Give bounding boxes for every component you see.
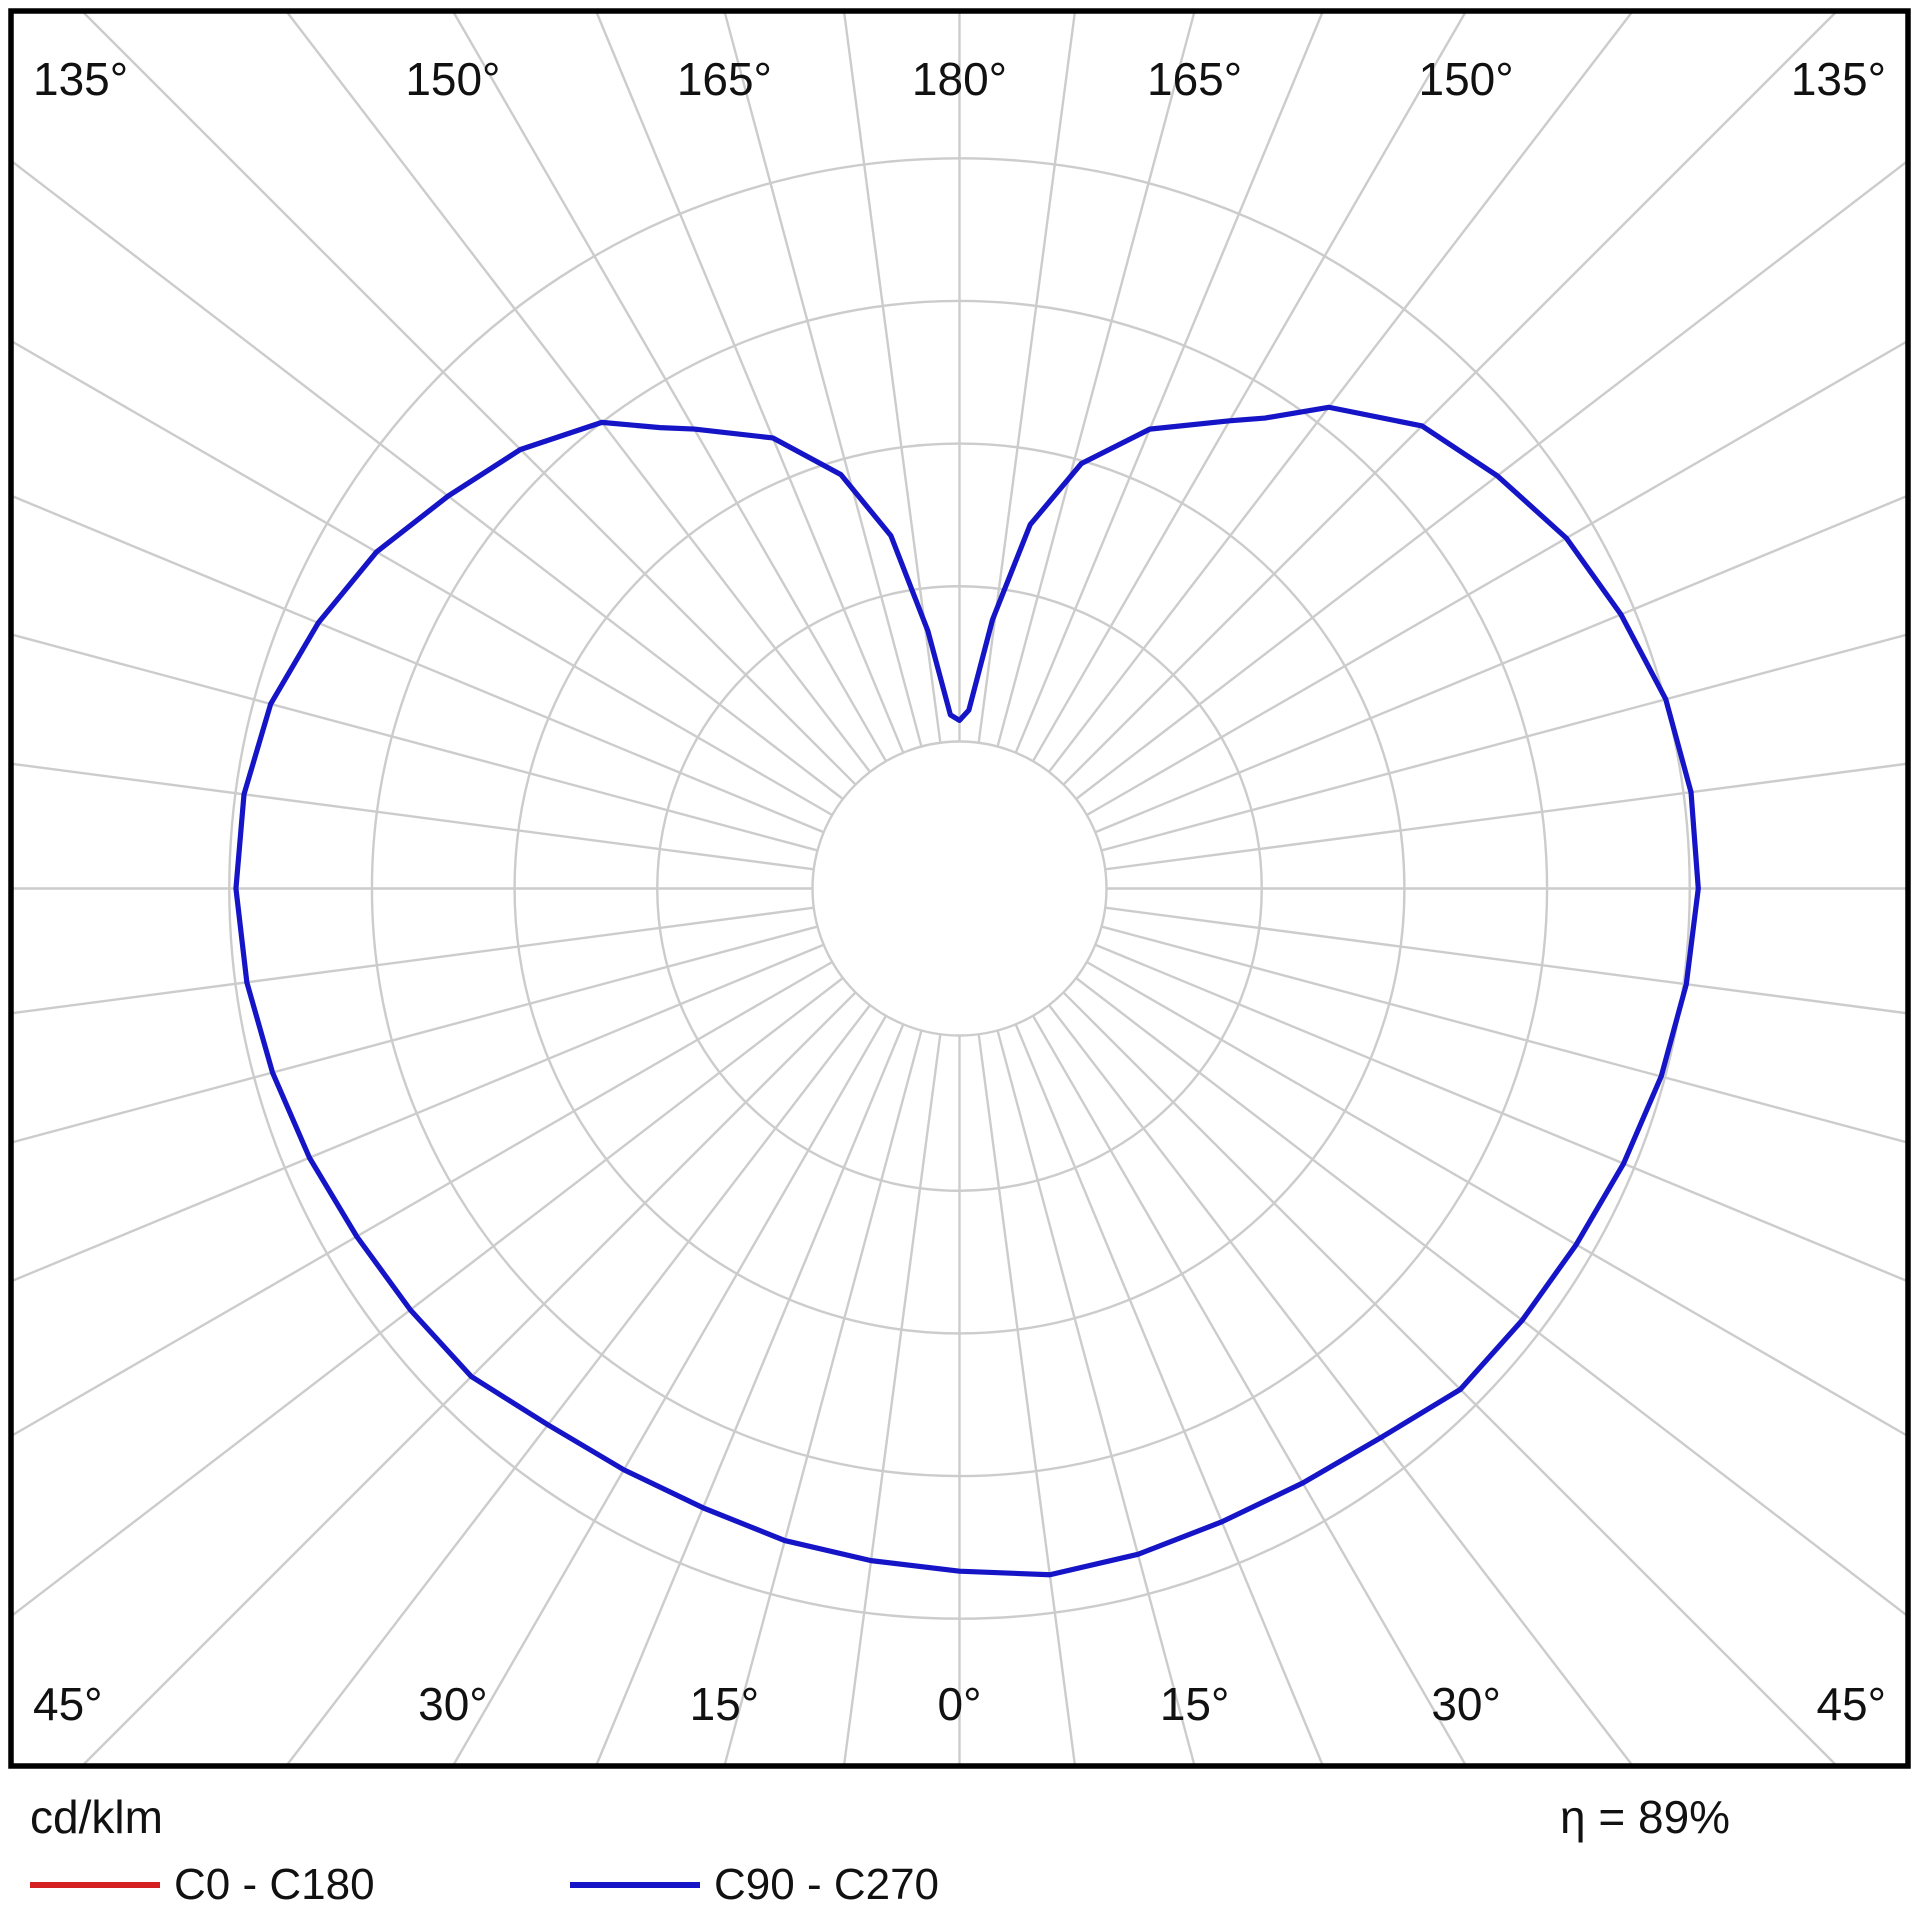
svg-text:15°: 15°: [690, 1678, 760, 1730]
svg-text:165°: 165°: [1147, 53, 1242, 105]
svg-text:45°: 45°: [1816, 1678, 1886, 1730]
svg-text:45°: 45°: [33, 1678, 103, 1730]
svg-text:0°: 0°: [938, 1678, 982, 1730]
svg-text:15°: 15°: [1160, 1678, 1230, 1730]
svg-text:150°: 150°: [405, 53, 500, 105]
svg-text:180°: 180°: [912, 53, 1007, 105]
svg-text:30°: 30°: [418, 1678, 488, 1730]
svg-text:30°: 30°: [1431, 1678, 1501, 1730]
svg-text:135°: 135°: [1791, 53, 1886, 105]
svg-text:135°: 135°: [33, 53, 128, 105]
svg-text:150°: 150°: [1419, 53, 1514, 105]
svg-text:165°: 165°: [677, 53, 772, 105]
